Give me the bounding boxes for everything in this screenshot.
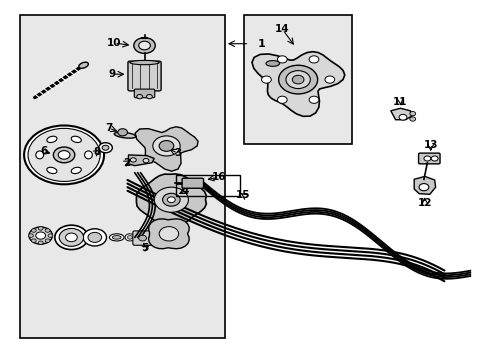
Circle shape — [31, 229, 36, 232]
Circle shape — [139, 41, 150, 50]
Ellipse shape — [47, 167, 57, 174]
Circle shape — [45, 229, 50, 232]
Circle shape — [292, 75, 304, 84]
Circle shape — [167, 197, 175, 203]
Circle shape — [127, 235, 132, 239]
Circle shape — [409, 117, 415, 121]
Text: 13: 13 — [423, 140, 437, 150]
Circle shape — [409, 112, 415, 116]
Circle shape — [28, 234, 33, 237]
FancyBboxPatch shape — [134, 89, 155, 98]
Circle shape — [159, 226, 178, 241]
Circle shape — [99, 143, 112, 153]
Circle shape — [423, 156, 430, 161]
Circle shape — [285, 71, 310, 89]
Polygon shape — [413, 176, 435, 194]
Circle shape — [418, 184, 428, 191]
Ellipse shape — [130, 60, 159, 65]
Circle shape — [308, 96, 318, 103]
Ellipse shape — [84, 151, 92, 159]
Circle shape — [261, 76, 271, 83]
Circle shape — [154, 187, 188, 212]
Ellipse shape — [71, 167, 81, 174]
Circle shape — [31, 239, 36, 242]
Text: 15: 15 — [236, 190, 250, 200]
Ellipse shape — [71, 136, 81, 143]
Circle shape — [125, 234, 135, 241]
Circle shape — [48, 234, 53, 237]
Circle shape — [65, 233, 77, 242]
Text: 2: 2 — [122, 158, 130, 168]
FancyBboxPatch shape — [133, 231, 152, 245]
Text: 16: 16 — [211, 172, 226, 182]
Ellipse shape — [109, 234, 124, 241]
Text: 6: 6 — [40, 146, 47, 156]
Polygon shape — [135, 127, 198, 171]
Text: 11: 11 — [392, 97, 407, 107]
Circle shape — [153, 136, 180, 156]
Circle shape — [159, 140, 173, 151]
Circle shape — [55, 225, 88, 249]
FancyBboxPatch shape — [418, 153, 439, 164]
Circle shape — [139, 235, 146, 241]
Ellipse shape — [36, 151, 43, 159]
Circle shape — [162, 193, 180, 206]
Text: 9: 9 — [108, 69, 115, 79]
Circle shape — [36, 232, 45, 239]
Bar — [20, 15, 224, 338]
Circle shape — [130, 158, 136, 162]
Circle shape — [118, 129, 127, 136]
FancyBboxPatch shape — [128, 61, 161, 91]
Circle shape — [430, 156, 437, 161]
Ellipse shape — [112, 235, 121, 239]
Circle shape — [28, 129, 100, 181]
Circle shape — [83, 229, 106, 246]
Circle shape — [308, 56, 318, 63]
Circle shape — [24, 126, 104, 184]
Polygon shape — [148, 219, 189, 249]
Circle shape — [137, 94, 142, 99]
Ellipse shape — [114, 132, 136, 138]
Text: 3: 3 — [174, 148, 181, 158]
Circle shape — [38, 241, 43, 244]
Ellipse shape — [265, 60, 279, 66]
Polygon shape — [128, 155, 154, 166]
Circle shape — [38, 226, 43, 230]
Circle shape — [45, 239, 50, 242]
Circle shape — [29, 227, 52, 244]
Circle shape — [277, 96, 286, 103]
Circle shape — [53, 147, 75, 163]
Ellipse shape — [79, 62, 88, 68]
FancyBboxPatch shape — [182, 178, 203, 188]
Circle shape — [58, 150, 70, 159]
Polygon shape — [251, 52, 344, 116]
Text: 12: 12 — [417, 198, 431, 208]
Bar — [244, 15, 351, 144]
Circle shape — [278, 65, 317, 94]
Circle shape — [277, 56, 286, 63]
Text: 5: 5 — [141, 243, 148, 253]
Text: 1: 1 — [258, 39, 265, 49]
Circle shape — [398, 114, 406, 120]
Text: 4: 4 — [181, 186, 188, 196]
Bar — [176, 175, 239, 196]
Text: 8: 8 — [93, 147, 101, 157]
Circle shape — [59, 228, 83, 246]
Circle shape — [143, 158, 149, 163]
Text: 7: 7 — [105, 123, 112, 133]
Circle shape — [102, 145, 109, 150]
Circle shape — [88, 232, 102, 242]
Polygon shape — [136, 174, 206, 225]
Text: 14: 14 — [275, 24, 289, 35]
Circle shape — [325, 76, 334, 83]
Polygon shape — [390, 108, 411, 120]
Circle shape — [146, 94, 152, 99]
Ellipse shape — [47, 136, 57, 143]
Text: 10: 10 — [107, 38, 122, 48]
Circle shape — [134, 38, 155, 53]
